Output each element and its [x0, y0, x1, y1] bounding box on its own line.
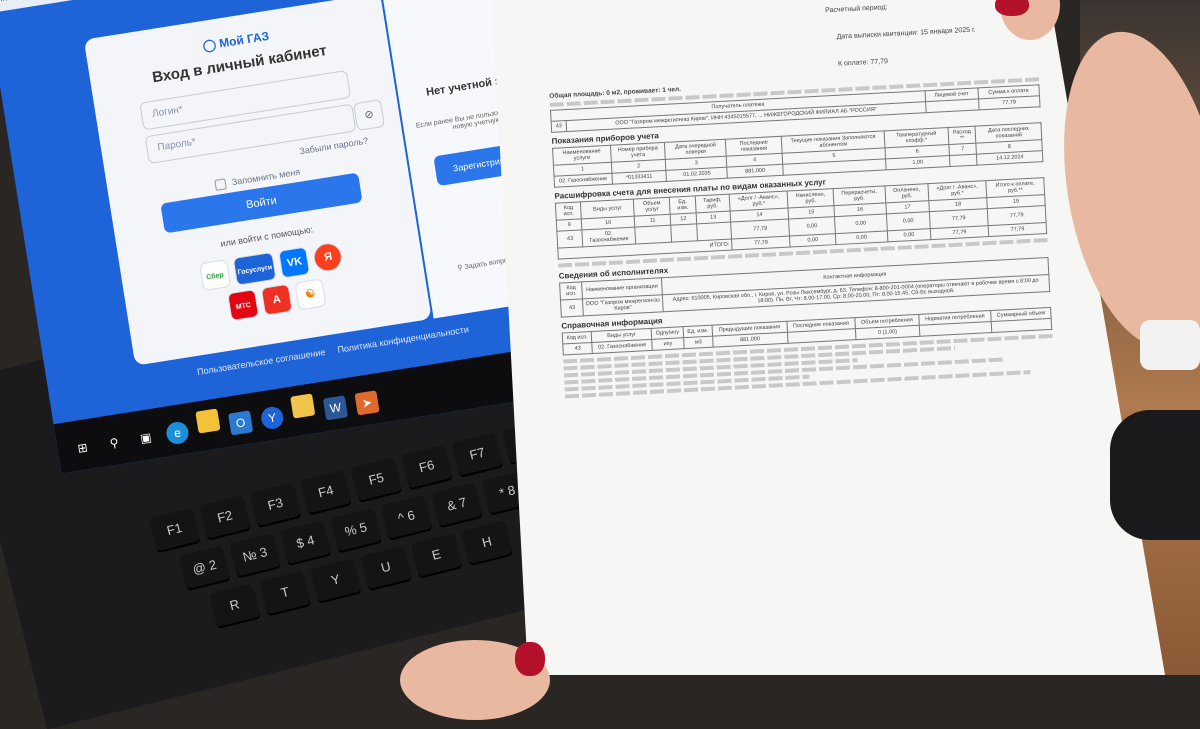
- cell: Объем услуг: [633, 197, 671, 217]
- keyboard-key[interactable]: № 3: [229, 532, 281, 577]
- cell: 43: [562, 342, 593, 356]
- cell: ипу: [651, 337, 685, 351]
- wristwatch: [1140, 320, 1200, 370]
- cell: [991, 318, 1052, 333]
- cell: Тариф, руб.: [694, 194, 731, 213]
- cell: Расход **: [947, 126, 977, 145]
- cell: [949, 154, 978, 167]
- cell: 14.12.2024: [976, 150, 1043, 166]
- keyboard-key[interactable]: Y: [310, 558, 362, 602]
- sber-login-icon[interactable]: Сбер: [198, 259, 231, 292]
- keyboard-key[interactable]: E: [411, 533, 462, 577]
- cell: [696, 222, 732, 241]
- keyboard-key[interactable]: R: [209, 583, 261, 628]
- keyboard-key[interactable]: F5: [350, 457, 402, 502]
- mts-label: МТС: [235, 302, 252, 312]
- telegram-icon[interactable]: ➤: [354, 390, 380, 416]
- keyboard-key[interactable]: F1: [149, 507, 201, 552]
- outlook-icon[interactable]: O: [228, 410, 254, 436]
- ok-login-icon[interactable]: ☯: [294, 278, 327, 311]
- gosuslugi-label: Госуслуги: [237, 264, 273, 277]
- yandex-browser-icon[interactable]: Y: [259, 405, 285, 431]
- password-placeholder: Пароль*: [156, 136, 197, 154]
- keyboard-key[interactable]: % 5: [330, 507, 382, 552]
- logo-text: Мой ГАЗ: [218, 28, 271, 51]
- cell: 1,00: [885, 155, 950, 170]
- recipient-code: 43: [551, 120, 567, 133]
- cell: 0,00: [887, 228, 931, 242]
- keyboard-key[interactable]: F6: [401, 444, 453, 489]
- cell: [919, 321, 992, 337]
- keyboard-key[interactable]: ^ 6: [380, 495, 432, 539]
- login-card: ◯ Мой ГАЗ Вход в личный кабинет Логин* П…: [83, 0, 432, 366]
- yandex-login-icon[interactable]: Я: [312, 241, 345, 274]
- show-password-icon[interactable]: ⊘: [353, 99, 386, 132]
- keyboard-key[interactable]: H: [461, 520, 513, 565]
- cell: [671, 223, 698, 243]
- gas-bill-paper: Расчетный период: Дата выписки квитанции…: [492, 0, 1165, 675]
- social-login-buttons: Сбер Госуслуги VK Я МТС А ☯: [121, 226, 428, 340]
- bill-to-pay: К оплате: 77,79: [837, 58, 889, 68]
- bill-document: Расчетный период: Дата выписки квитанции…: [545, 0, 1055, 401]
- cell: 0 (1,00): [855, 325, 920, 340]
- cell: 0,00: [789, 233, 836, 247]
- cell: 77,79: [731, 235, 791, 251]
- keyboard-key[interactable]: F2: [199, 495, 251, 539]
- cell: Ед. изм.: [669, 195, 696, 215]
- cell: 02. Газоснабжение: [592, 339, 653, 354]
- cell: Код исп.: [555, 201, 582, 221]
- cell: м3: [683, 336, 714, 349]
- cell: 02. Газоснабжение: [554, 173, 613, 188]
- cell: 0,00: [835, 230, 888, 245]
- keyboard-key[interactable]: F4: [300, 469, 352, 514]
- cell: 43: [560, 298, 584, 318]
- sber-label: Сбер: [205, 271, 225, 282]
- vk-login-icon[interactable]: VK: [278, 246, 311, 279]
- edge-icon[interactable]: e: [164, 420, 190, 446]
- word-icon[interactable]: W: [322, 395, 349, 421]
- keyboard-key[interactable]: $ 4: [280, 520, 331, 565]
- cell: Код исп.: [559, 281, 583, 301]
- cell: 43: [556, 229, 584, 249]
- cell: ООО "Газпром межрегионгаз Киров": [582, 294, 663, 316]
- cell: *01333411: [611, 170, 667, 185]
- cell: [634, 225, 673, 245]
- keyboard-key[interactable]: T: [259, 570, 311, 615]
- gosuslugi-login-icon[interactable]: Госуслуги: [232, 251, 278, 286]
- keyboard-key[interactable]: F7: [451, 432, 503, 476]
- keyboard-key[interactable]: U: [360, 545, 412, 590]
- cell: 77,79: [930, 225, 989, 240]
- folder-icon[interactable]: [290, 393, 316, 419]
- keyboard-key[interactable]: F3: [250, 482, 301, 527]
- sum-value: 77,79: [978, 95, 1041, 110]
- remember-checkbox[interactable]: [214, 178, 227, 192]
- task-view-icon[interactable]: ▣: [139, 430, 153, 446]
- computer-mouse: [1110, 410, 1200, 540]
- keyboard-key[interactable]: @ 2: [179, 545, 231, 590]
- mts-login-icon[interactable]: МТС: [227, 289, 260, 322]
- cell: 01.02.2035: [666, 167, 728, 182]
- file-explorer-icon[interactable]: [195, 408, 221, 434]
- keyboard-key[interactable]: & 7: [431, 482, 483, 527]
- cell: 77,79: [988, 222, 1047, 237]
- fingernail-bottom: [515, 642, 545, 676]
- search-icon[interactable]: ⚲: [108, 435, 120, 451]
- alfa-login-icon[interactable]: А: [260, 283, 293, 316]
- windows-start-icon[interactable]: ⊞: [76, 440, 89, 456]
- fingernail: [995, 0, 1029, 16]
- cell: 881,000: [727, 164, 784, 179]
- cell: [787, 328, 856, 344]
